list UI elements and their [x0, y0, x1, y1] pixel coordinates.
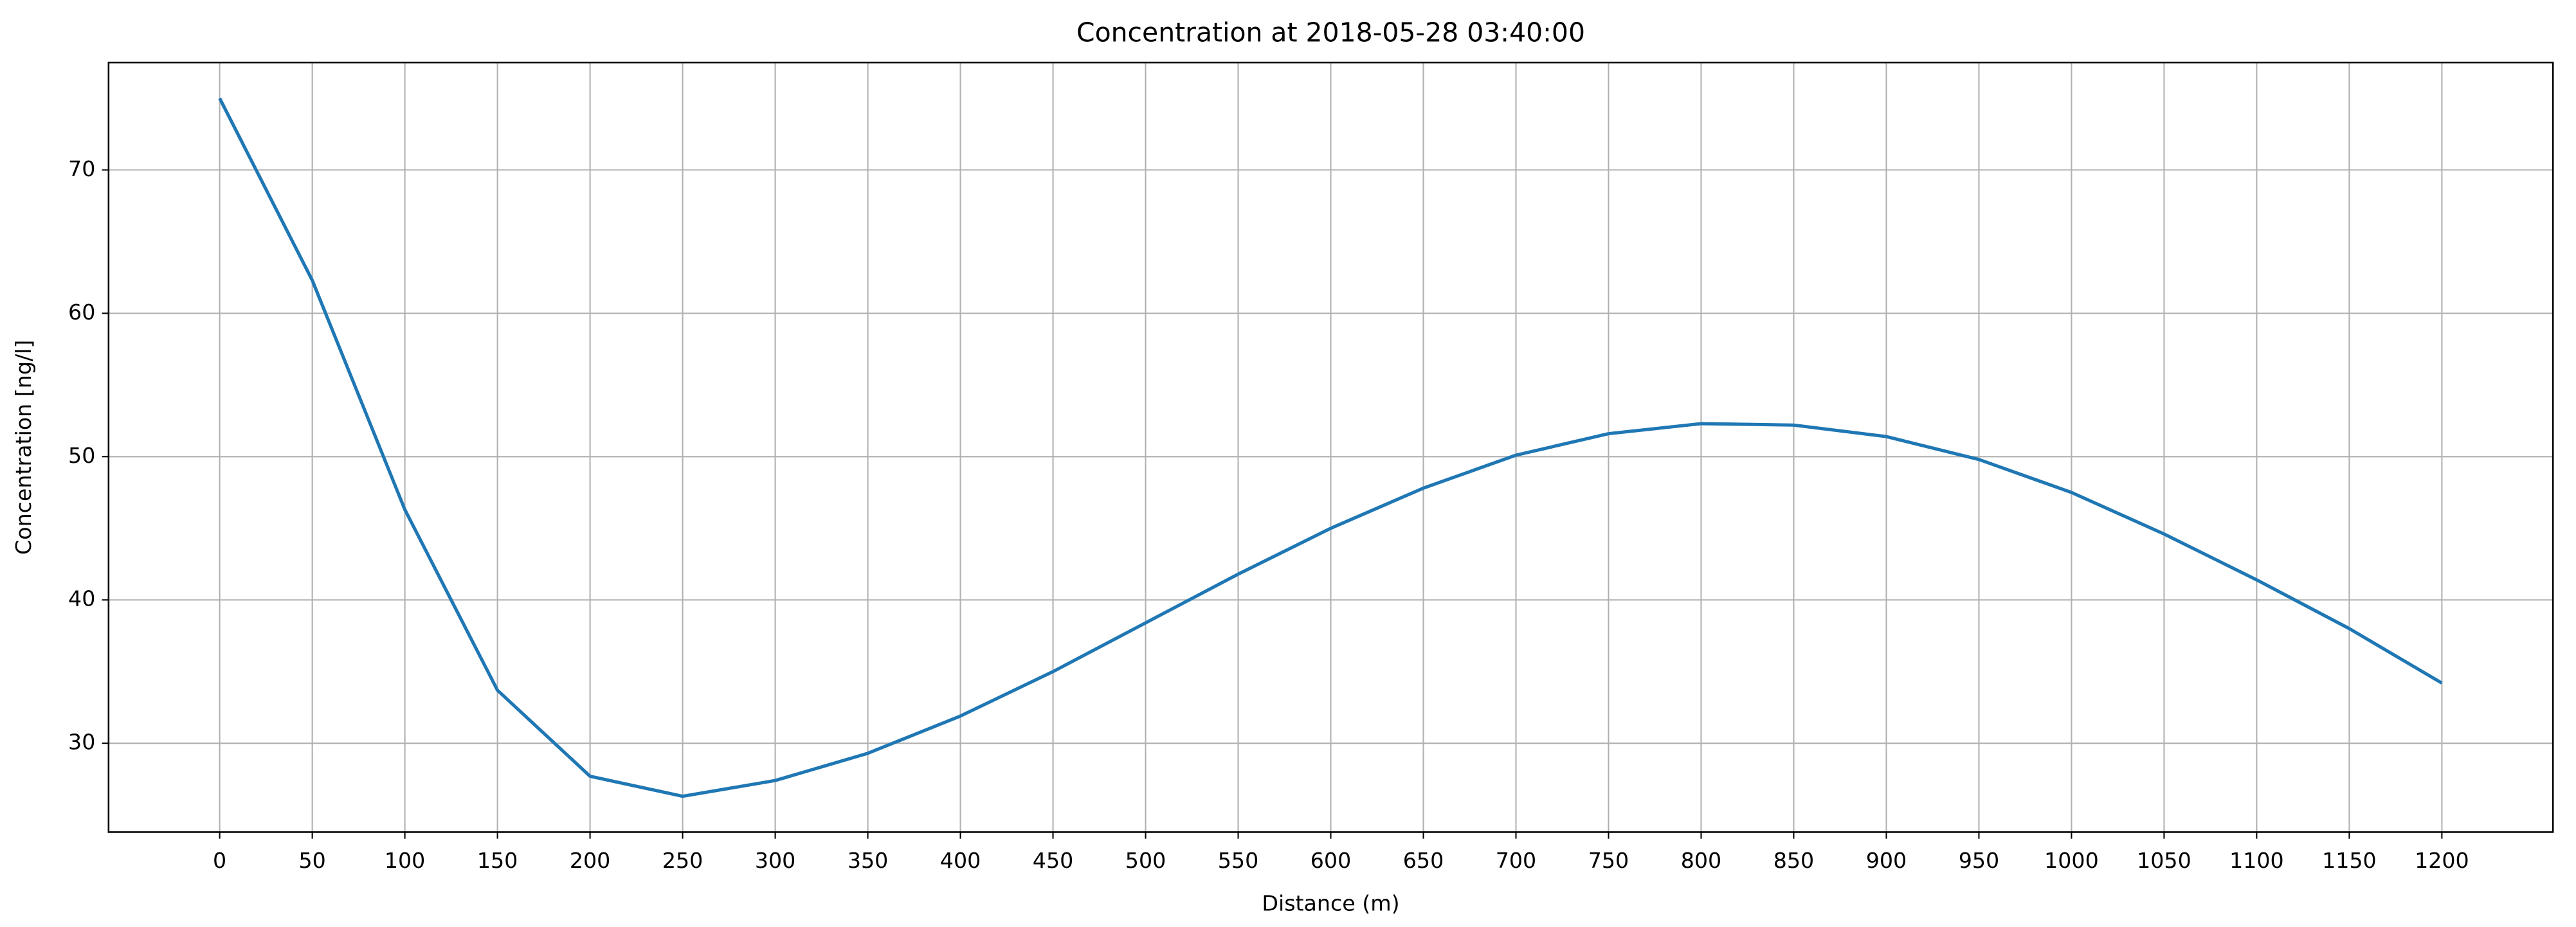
x-tick-label: 300	[755, 848, 795, 873]
x-tick-label: 50	[298, 848, 325, 873]
x-axis-label: Distance (m)	[1262, 890, 1399, 915]
x-tick-label: 600	[1311, 848, 1351, 873]
y-tick-label: 30	[68, 730, 95, 755]
x-tick-label: 1150	[2322, 848, 2377, 873]
y-tick-label: 50	[68, 443, 95, 468]
x-tick-label: 1050	[2137, 848, 2191, 873]
data-line	[218, 97, 2443, 798]
x-tick-label: 200	[570, 848, 610, 873]
x-tick-label: 150	[477, 848, 518, 873]
x-tick-label: 450	[1033, 848, 1073, 873]
x-tick-label: 1100	[2229, 848, 2284, 873]
x-tick-label: 900	[1866, 848, 1907, 873]
x-tick-label: 0	[213, 848, 226, 873]
x-tick-label: 750	[1588, 848, 1629, 873]
x-tick-label: 1000	[2044, 848, 2099, 873]
x-tick-label: 700	[1496, 848, 1536, 873]
x-tick-label: 500	[1125, 848, 1166, 873]
y-tick-label: 40	[68, 586, 95, 611]
y-tick-label: 60	[68, 300, 95, 325]
x-tick-label: 650	[1403, 848, 1444, 873]
plot-frame	[107, 61, 2554, 833]
x-tick-label: 100	[385, 848, 425, 873]
x-tick-label: 800	[1681, 848, 1721, 873]
x-tick-label: 400	[940, 848, 981, 873]
chart-title: Concentration at 2018-05-28 03:40:00	[1076, 17, 1585, 48]
x-tick-label: 850	[1773, 848, 1814, 873]
y-tick-label: 70	[68, 156, 95, 181]
x-tick-label: 950	[1959, 848, 1999, 873]
x-tick-label: 350	[848, 848, 888, 873]
y-axis-label: Concentration [ng/l]	[11, 340, 36, 555]
x-tick-label: 250	[662, 848, 703, 873]
x-tick-label: 550	[1218, 848, 1258, 873]
x-tick-label: 1200	[2415, 848, 2469, 873]
